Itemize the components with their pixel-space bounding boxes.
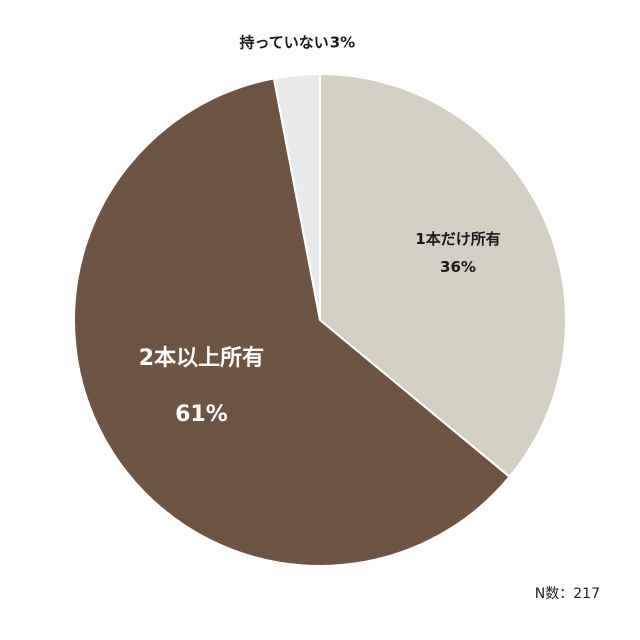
slice-label-3: 持っていない <box>239 34 328 52</box>
pie-slices <box>73 72 567 567</box>
slice-label-2: 2本以上所有 <box>139 345 264 371</box>
pie-labels: 1本だけ所有 36% 2本以上所有 61% 持っていない 3% <box>139 34 501 427</box>
pie-slice-3 <box>272 72 321 321</box>
slice-value-2: 61% <box>175 402 228 427</box>
pie-slice-2 <box>73 77 511 567</box>
slice-value-1: 36% <box>440 258 476 276</box>
slice-label-1: 1本だけ所有 <box>415 230 500 248</box>
sample-size-note: N数：217 <box>534 586 600 602</box>
pie-slice-1 <box>319 72 567 479</box>
slice-value-3: 3% <box>330 34 355 52</box>
